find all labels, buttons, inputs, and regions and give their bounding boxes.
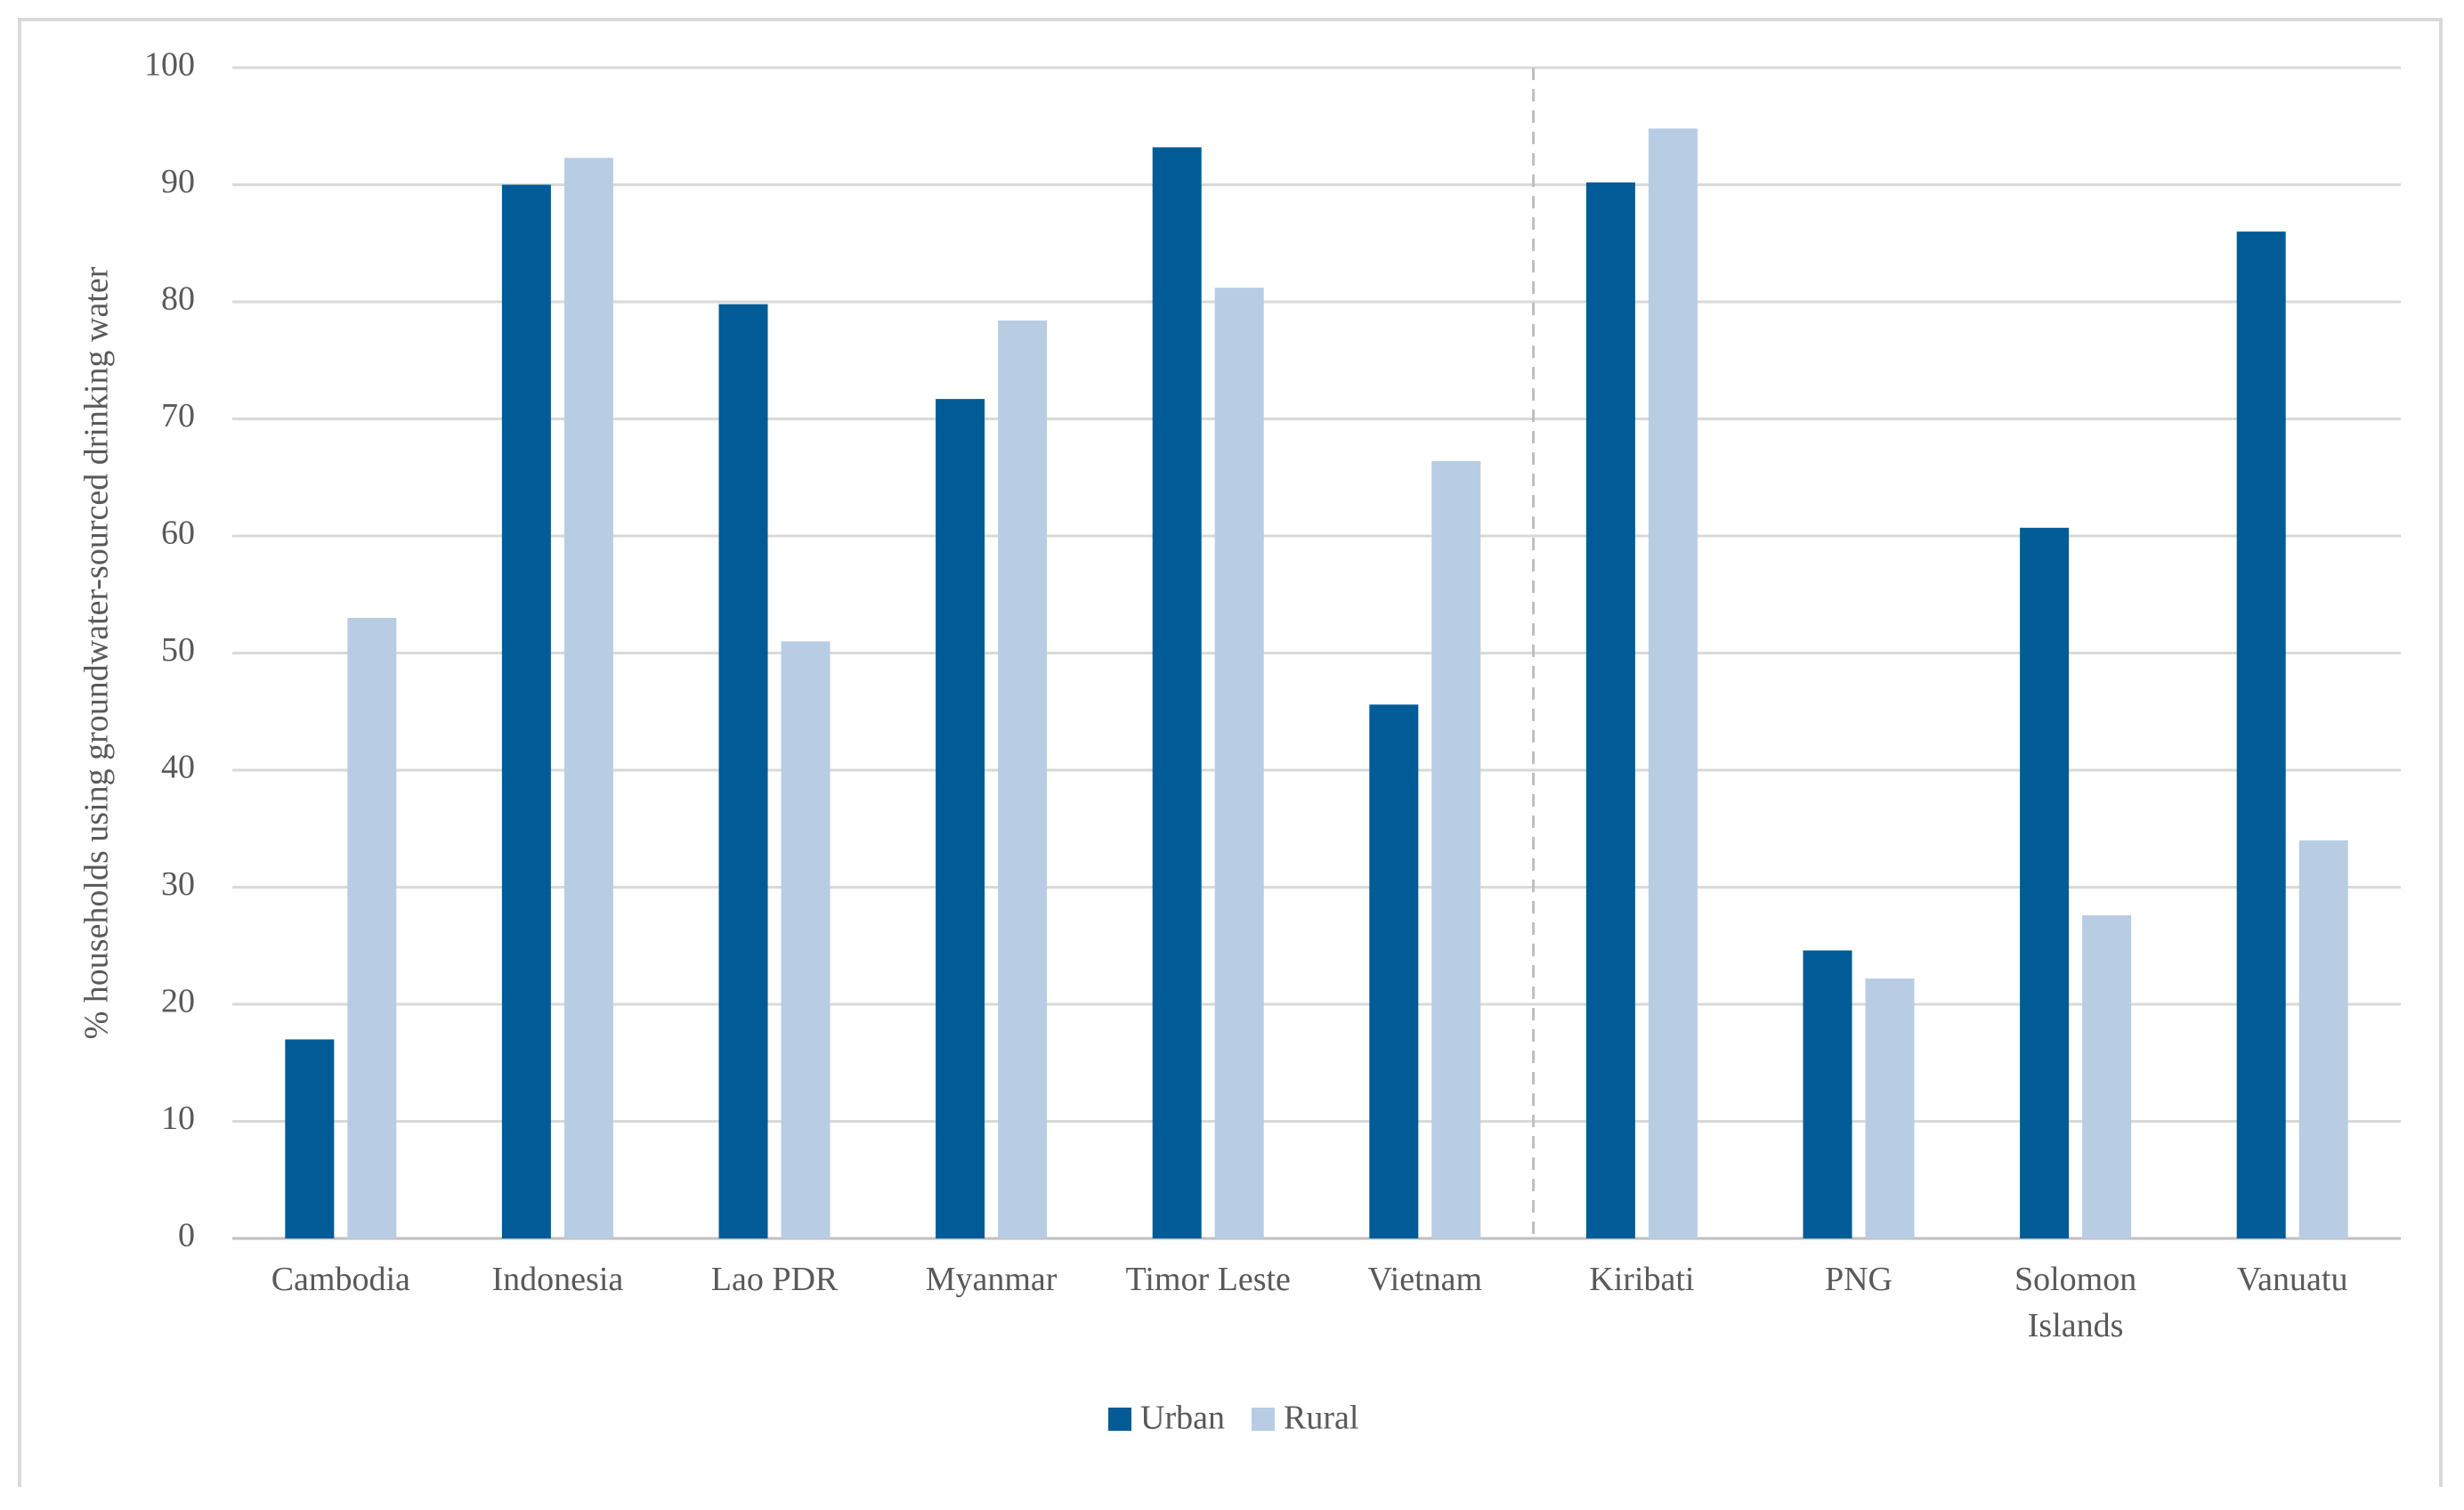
bar (1648, 128, 1698, 1238)
y-tick-label: 20 (161, 983, 195, 1020)
x-tick-label: Timor Leste (1125, 1261, 1291, 1298)
bar (501, 184, 551, 1238)
chart-frame (18, 18, 2443, 1487)
y-tick-label: 0 (178, 1217, 195, 1254)
x-tick-label: Lao PDR (710, 1261, 839, 1298)
legend-label: Rural (1284, 1400, 1358, 1437)
x-tick-label: Vanuatu (2236, 1261, 2348, 1298)
y-axis-label: % households using groundwater-sourced d… (78, 266, 116, 1039)
bar (1585, 182, 1635, 1238)
y-tick-label: 90 (161, 163, 195, 200)
legend-swatch (1251, 1408, 1275, 1431)
x-tick-label: PNG (1824, 1261, 1893, 1298)
bar (1431, 460, 1481, 1238)
bar (563, 158, 613, 1238)
y-tick-label: 50 (161, 631, 195, 669)
bar (2020, 527, 2070, 1238)
x-tick-label: Myanmar (925, 1261, 1058, 1298)
y-tick-label: 100 (144, 46, 195, 84)
bar (1214, 288, 1264, 1239)
bar (285, 1039, 335, 1238)
bar (347, 618, 397, 1238)
legend-label: Urban (1140, 1400, 1225, 1437)
bar (1152, 147, 1202, 1238)
y-tick-label: 10 (161, 1100, 195, 1137)
x-tick-label: Solomon Islands (2014, 1261, 2137, 1344)
bar (1369, 704, 1419, 1238)
y-tick-label: 30 (161, 865, 195, 903)
x-tick-label: Cambodia (271, 1261, 410, 1298)
legend-swatch (1108, 1408, 1131, 1431)
y-tick-label: 40 (161, 749, 195, 786)
x-tick-label: Vietnam (1367, 1261, 1483, 1298)
bar (781, 641, 831, 1238)
x-tick-label: Kiribati (1589, 1261, 1695, 1298)
bar (2298, 840, 2348, 1238)
bar (1803, 950, 1852, 1238)
y-tick-label: 60 (161, 515, 195, 552)
x-tick-label: Indonesia (491, 1261, 624, 1298)
bar (2082, 915, 2132, 1238)
bar (718, 304, 768, 1238)
y-tick-label: 80 (161, 280, 195, 318)
bar (2236, 231, 2286, 1239)
bar (936, 399, 985, 1238)
bar (1865, 978, 1915, 1238)
bar (998, 321, 1048, 1238)
y-tick-label: 70 (161, 397, 195, 434)
